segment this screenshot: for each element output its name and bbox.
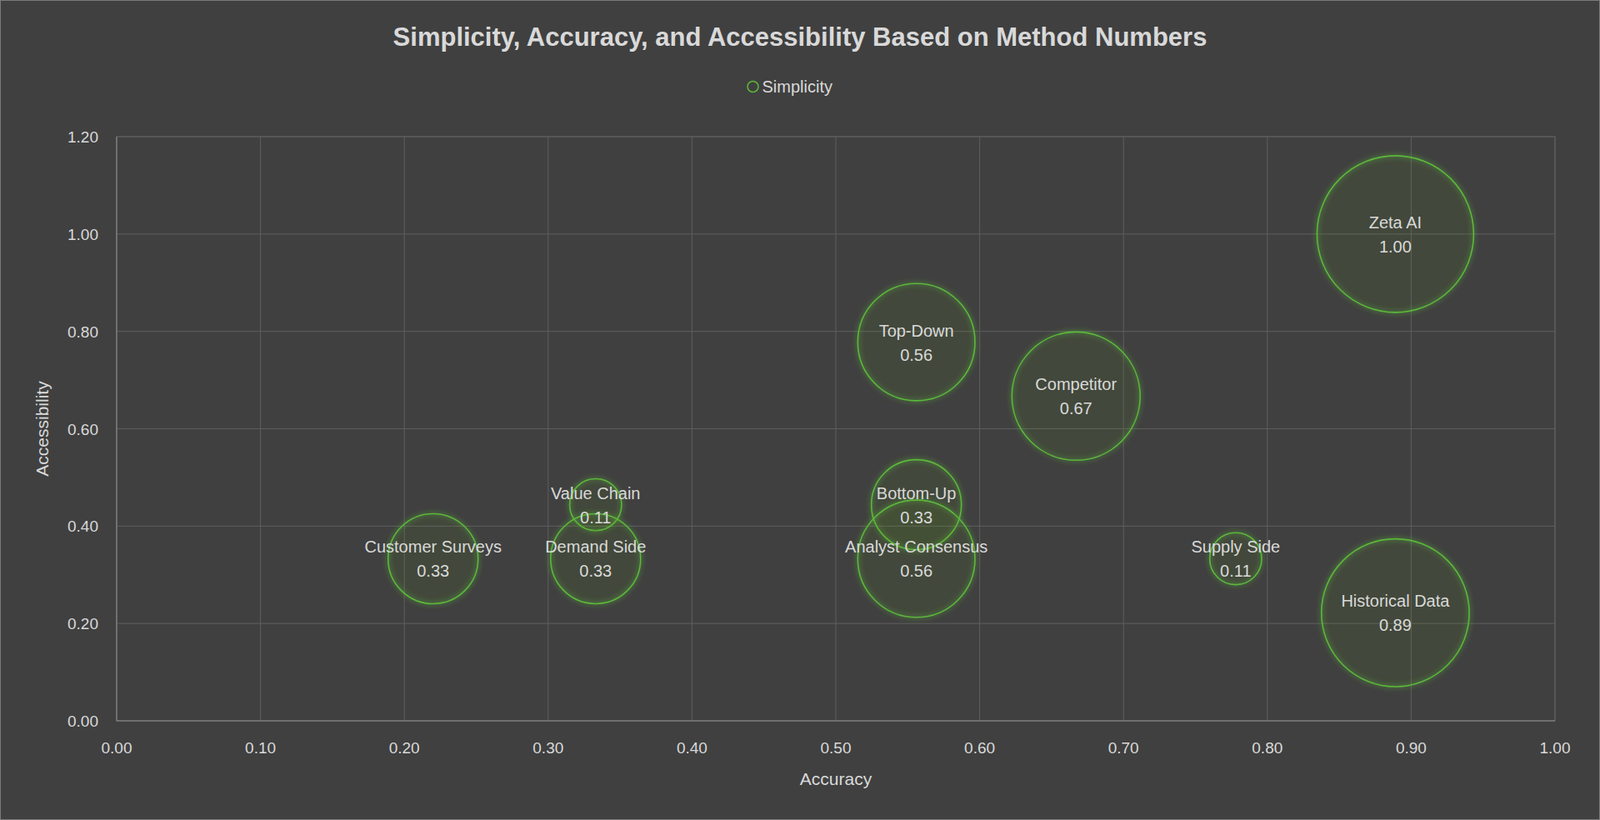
title: Simplicity, Accuracy, and Accessibility … (393, 22, 1208, 52)
legend: Simplicity (747, 77, 833, 96)
bubble (1321, 539, 1470, 687)
x-tick-label: 0.30 (532, 739, 564, 757)
grid-line (116, 330, 1555, 332)
bubble (1011, 331, 1140, 460)
y-axis-line (116, 136, 118, 721)
data-label-name: Zeta AI (1369, 213, 1422, 232)
data-label-value: 0.56 (900, 345, 933, 365)
data-label-value: 0.33 (900, 508, 933, 527)
data-label-name: Demand Side (545, 537, 646, 556)
x-tick-label: 0.70 (1108, 739, 1140, 757)
data-label-name: Customer Surveys (364, 537, 502, 556)
data-label-name: Bottom-Up (876, 484, 957, 503)
data-label-value: 0.89 (1379, 615, 1412, 635)
data-labels: Customer Surveys 0.33 Value Chain 0.11 Deman… (364, 213, 1450, 635)
y-tick-label: 0.80 (67, 323, 99, 341)
chart: 0.00 0.10 0.20 0.30 0.40 0.50 0.60 0.70 0.80 0.90… (0, 0, 1600, 820)
data-label-name: Top-Down (879, 321, 955, 340)
x-axis-title: Accuracy (800, 769, 873, 789)
x-tick-label: 0.00 (101, 739, 133, 757)
plot-frame (116, 136, 1555, 721)
data-label-name: Competitor (1035, 375, 1117, 394)
background (0, 0, 1600, 820)
y-tick-label: 0.40 (67, 517, 99, 535)
x-tick-label: 0.80 (1251, 739, 1283, 757)
y-tick-label: 1.20 (67, 128, 99, 146)
x-tick-label: 0.40 (676, 739, 708, 757)
x-tick-label: 0.10 (245, 739, 276, 757)
data-label-name: Analyst Consensus (845, 537, 988, 556)
bubble (388, 513, 479, 604)
grid-line (116, 136, 1555, 138)
data-label-value: 0.56 (900, 561, 933, 580)
y-tick-label: 0.60 (67, 420, 99, 439)
legend-label: Simplicity (762, 77, 833, 96)
bubble (857, 283, 975, 401)
x-tick-label: 0.50 (820, 739, 852, 757)
data-label-value: 0.67 (1060, 399, 1093, 418)
y-tick-label: 1.00 (67, 225, 99, 244)
y-axis-title: Accessibility (32, 380, 52, 477)
grid-line (116, 525, 1555, 527)
x-tick-label: 0.20 (389, 739, 420, 757)
y-tick-label: 0.00 (67, 712, 99, 730)
data-label-name: Supply Side (1190, 537, 1280, 556)
data-label-value: 0.11 (580, 508, 611, 527)
x-tick-label: 0.60 (964, 739, 995, 757)
data-label-value: 1.00 (1379, 237, 1412, 256)
data-label-name: Historical Data (1340, 591, 1450, 610)
legend-marker (747, 81, 759, 93)
bubble (857, 500, 975, 618)
data-label-value: 0.33 (579, 561, 612, 580)
data-label-name: Value Chain (550, 484, 640, 503)
bubbles (388, 155, 1475, 687)
bubble (1316, 155, 1474, 313)
data-label-value: 0.33 (416, 561, 450, 580)
data-label-value: 0.11 (1220, 561, 1251, 580)
grid-line (116, 720, 1555, 722)
x-tick-label: 0.90 (1395, 739, 1427, 757)
bubble (550, 513, 641, 604)
grid-line (116, 428, 1555, 430)
grid-line (116, 136, 118, 721)
y-tick-label: 0.20 (67, 615, 99, 633)
x-axis-line (116, 720, 1555, 722)
x-tick-label: 1.00 (1540, 739, 1571, 757)
